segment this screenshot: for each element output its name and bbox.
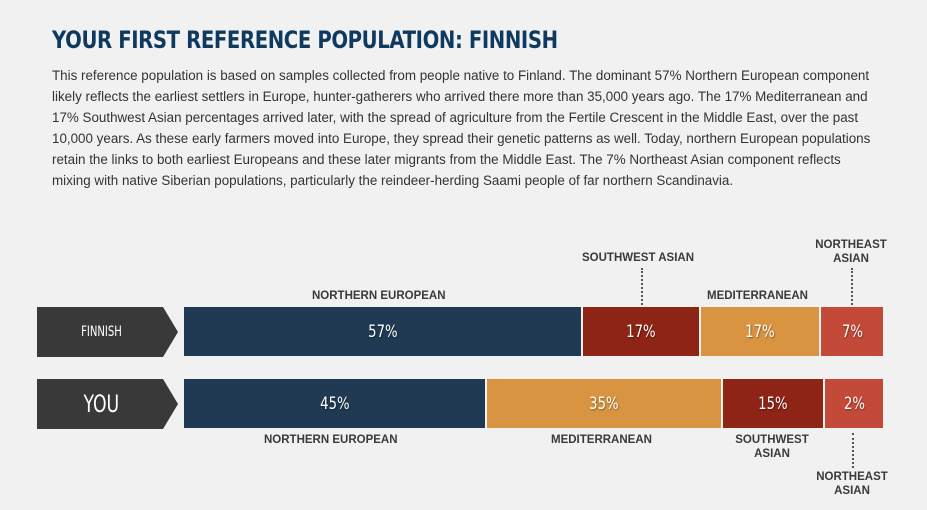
segment-northern-european: 45% [184,379,485,428]
label-line: ASIAN [833,253,869,265]
finnish-northeast-leader [851,268,853,305]
label-line: ASIAN [834,485,870,497]
row-tag-you: YOU [37,379,178,429]
segment-southwest-asian: 17% [583,307,699,356]
segment-southwest-asian: 15% [723,379,823,428]
finnish-label-northeast-asian: NORTHEAST ASIAN [812,238,890,266]
you-label-mediterranean: MEDITERRANEAN [551,434,652,446]
row-tag-label: FINNISH [81,324,122,340]
label-line: SOUTHWEST [735,434,809,446]
segment-northeast-asian: 7% [821,307,883,356]
label-line: NORTHEAST [815,239,887,251]
row-tag-label: YOU [83,390,120,418]
you-label-southwest-asian: SOUTHWEST ASIAN [730,433,814,461]
finnish-label-southwest-asian: SOUTHWEST ASIAN [582,252,695,264]
label-line: NORTHEAST [816,471,888,483]
description: This reference population is based on sa… [52,68,871,188]
page-title: YOUR FIRST REFERENCE POPULATION: FINNISH [52,26,558,54]
finnish-label-northern-european: NORTHERN EUROPEAN [312,290,446,302]
segment-mediterranean: 35% [487,379,721,428]
label-line: ASIAN [754,448,790,460]
row-tag-finnish: FINNISH [37,307,178,357]
you-northeast-leader [852,433,854,468]
segment-northeast-asian: 2% [825,379,883,428]
you-label-northeast-asian: NORTHEAST ASIAN [813,470,891,498]
finnish-southwest-leader [641,268,643,305]
you-label-northern-european: NORTHERN EUROPEAN [264,434,398,446]
finnish-label-mediterranean: MEDITERRANEAN [707,290,808,302]
finnish-bar: 57% 17% 17% 7% [184,307,883,356]
segment-northern-european: 57% [184,307,581,356]
you-bar: 45% 35% 15% 2% [184,379,883,428]
segment-mediterranean: 17% [701,307,819,356]
